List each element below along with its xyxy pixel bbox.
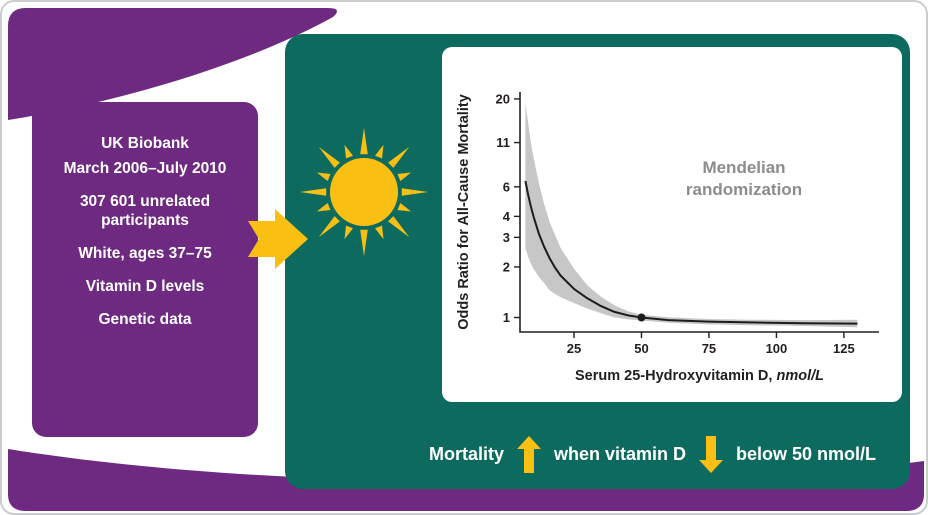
- study-info-line: 307 601 unrelated participants: [79, 192, 211, 230]
- chart-card: 1 2 3 4 6 11 20 25 50 75 100 125 Mendelian randomizat…: [442, 47, 902, 402]
- svg-text:Serum 25-Hydroxyvitamin D, nmo: Serum 25-Hydroxyvitamin D, nmol/L: [575, 368, 824, 384]
- study-info-line: UK Biobank: [101, 135, 189, 152]
- svg-text:50: 50: [634, 341, 648, 356]
- results-panel: 1 2 3 4 6 11 20 25 50 75 100 125 Mendelian randomizat…: [285, 34, 910, 489]
- svg-text:100: 100: [766, 341, 788, 356]
- caption-mortality-text: Mortality: [428, 444, 504, 464]
- flow-arrow-icon: [248, 209, 308, 269]
- svg-text:Mendelian: Mendelian: [702, 158, 785, 177]
- svg-text:75: 75: [702, 341, 716, 356]
- svg-text:20: 20: [496, 91, 510, 106]
- odds-ratio-chart: 1 2 3 4 6 11 20 25 50 75 100 125 Mendelian randomizat…: [456, 91, 879, 384]
- svg-text:25: 25: [567, 341, 581, 356]
- study-info-line: Genetic data: [98, 310, 192, 328]
- caption: Mortality when vitamin D below 50 nmol/L: [395, 436, 910, 473]
- ribbon-bottom-band: [8, 449, 924, 511]
- svg-text:125: 125: [833, 341, 855, 356]
- sun-icon: [300, 128, 428, 256]
- study-info-line: White, ages 37–75: [78, 245, 212, 263]
- svg-text:Odds Ratio for All-Cause Morta: Odds Ratio for All-Cause Mortality: [456, 94, 472, 330]
- svg-text:6: 6: [503, 179, 510, 194]
- caption-threshold-text: below 50 nmol/L: [736, 444, 877, 464]
- svg-text:randomization: randomization: [686, 180, 802, 199]
- svg-text:4: 4: [503, 209, 511, 224]
- vitamin-down-arrow-icon: [699, 436, 723, 473]
- caption-vitamin-text: when vitamin D: [553, 444, 686, 464]
- svg-text:11: 11: [496, 135, 510, 150]
- mortality-up-arrow-icon: [516, 436, 541, 473]
- svg-text:1: 1: [503, 310, 510, 325]
- svg-text:3: 3: [503, 230, 510, 245]
- svg-text:2: 2: [503, 259, 510, 274]
- study-info-card: UK Biobank March 2006–July 2010 307 601 …: [32, 102, 258, 437]
- ribbon-top-swoosh: [8, 8, 337, 120]
- study-info-line: March 2006–July 2010: [63, 159, 227, 177]
- study-info-line: Vitamin D levels: [85, 278, 205, 296]
